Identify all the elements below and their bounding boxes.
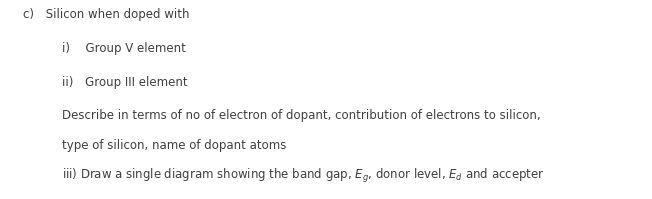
Text: i)  Group V element: i) Group V element <box>62 42 186 55</box>
Text: type of silicon, name of dopant atoms: type of silicon, name of dopant atoms <box>62 139 286 152</box>
Text: Describe in terms of no of electron of dopant, contribution of electrons to sili: Describe in terms of no of electron of d… <box>62 109 541 122</box>
Text: iii) Draw a single diagram showing the band gap, $E_g$, donor level, $E_d$ and a: iii) Draw a single diagram showing the b… <box>62 167 544 185</box>
Text: c) Silicon when doped with: c) Silicon when doped with <box>23 8 189 21</box>
Text: ii) Group III element: ii) Group III element <box>62 76 188 89</box>
